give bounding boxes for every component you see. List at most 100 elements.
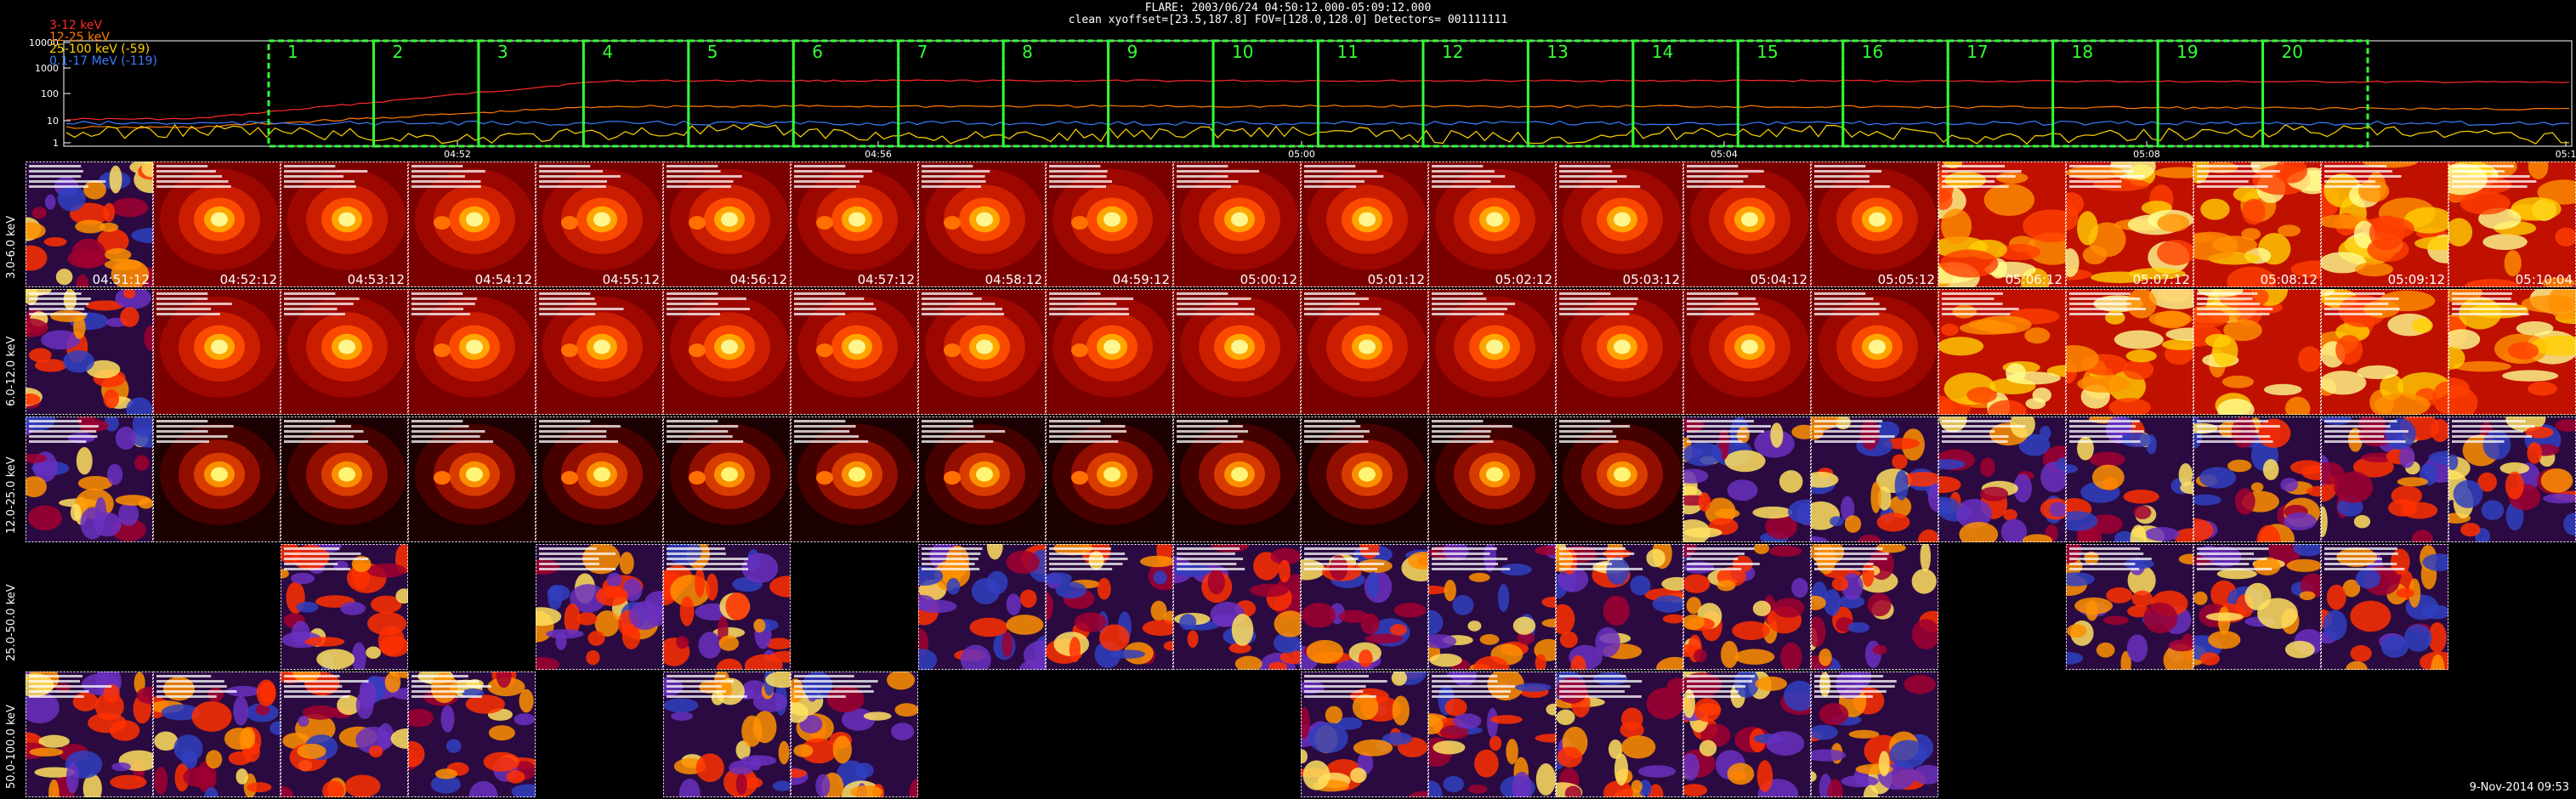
noise-blob <box>2049 502 2066 518</box>
cell-annotation <box>1304 313 1380 315</box>
cell-annotation <box>539 563 599 565</box>
noise-blob <box>2342 579 2361 598</box>
source-contour <box>593 212 610 227</box>
image-cell <box>663 289 791 415</box>
cell-annotation <box>1304 180 1365 183</box>
noise-blob <box>1392 695 1410 726</box>
cell-annotation <box>1304 308 1382 310</box>
noise-blob <box>1408 552 1428 570</box>
noise-blob <box>969 617 1008 638</box>
noise-blob <box>725 592 750 620</box>
diffuse-blob <box>2082 246 2108 265</box>
noise-blob <box>366 563 407 578</box>
noise-blob <box>290 572 315 585</box>
diffuse-blob <box>2077 375 2131 393</box>
noise-blob <box>1889 740 1927 768</box>
noise-blob <box>2089 513 2123 535</box>
noise-blob <box>1959 521 1999 542</box>
noise-blob <box>671 711 694 721</box>
cell-annotation <box>156 298 208 300</box>
cell-annotation <box>1687 185 1766 188</box>
image-cell <box>1811 416 1938 542</box>
cell-annotation <box>1049 435 1112 438</box>
noise-blob <box>945 545 970 578</box>
noise-blob <box>297 743 326 759</box>
image-cell <box>2193 544 2321 670</box>
image-cell: 04:59:12 <box>1046 162 1173 287</box>
noise-blob <box>196 761 217 793</box>
footer-date: 9-Nov-2014 09:53 <box>2469 781 2569 794</box>
diffuse-blob <box>2204 333 2232 348</box>
noise-blob <box>2106 587 2133 604</box>
cell-annotation <box>411 685 491 688</box>
noise-blob <box>26 691 60 724</box>
noise-blob <box>1489 735 1502 751</box>
cell-annotation <box>2324 552 2398 555</box>
noise-blob <box>894 703 918 717</box>
noise-blob <box>2227 459 2252 473</box>
source-contour <box>1869 212 1886 227</box>
noise-blob <box>1911 619 1938 650</box>
cell-annotation <box>1432 685 1516 688</box>
image-cell: 05:04:12 <box>1683 162 1811 287</box>
cell-annotation <box>2452 308 2527 310</box>
source-contour <box>976 212 993 227</box>
cell-annotation <box>1049 298 1134 300</box>
noise-blob <box>506 770 525 784</box>
diffuse-blob <box>2528 382 2557 396</box>
noise-blob <box>1279 650 1301 665</box>
image-cell: 05:01:12 <box>1301 162 1428 287</box>
cell-annotation <box>284 180 355 183</box>
noise-blob <box>1666 677 1683 694</box>
noise-blob <box>1428 585 1449 595</box>
cell-annotation <box>667 180 734 183</box>
diffuse-blob <box>2153 167 2193 178</box>
noise-blob <box>1500 564 1532 576</box>
noise-blob <box>1791 424 1811 439</box>
cell-annotation <box>1559 170 1613 173</box>
cell-annotation <box>1942 165 2006 167</box>
cell-annotation <box>2197 425 2280 428</box>
secondary-source <box>561 343 578 358</box>
cell-annotation <box>922 558 979 560</box>
diffuse-blob <box>2357 365 2399 380</box>
source-contour <box>1231 339 1248 354</box>
noise-blob <box>2540 468 2573 493</box>
noise-blob <box>103 389 120 409</box>
noise-blob <box>2525 426 2554 439</box>
noise-blob <box>2505 471 2524 500</box>
time-interval-box <box>1946 39 2055 148</box>
noise-blob <box>340 601 366 615</box>
diffuse-blob <box>2066 345 2099 372</box>
cell-annotation <box>156 170 216 173</box>
cell-annotation <box>794 690 874 693</box>
cell-annotation <box>1049 185 1107 188</box>
cell-annotation <box>2324 425 2391 428</box>
x-tick-label: 04:52 <box>444 149 471 160</box>
noise-blob <box>1938 459 1966 470</box>
noise-blob <box>1301 706 1310 740</box>
time-interval-box <box>1211 39 1320 148</box>
cell-annotation <box>539 298 595 300</box>
cell-annotation <box>667 568 749 570</box>
noise-blob <box>2428 621 2447 653</box>
time-interval-box <box>582 39 690 148</box>
noise-blob <box>1479 634 1500 645</box>
cell-annotation <box>2324 420 2397 422</box>
cell-annotation <box>667 675 726 677</box>
diffuse-blob <box>2077 211 2098 246</box>
cell-annotation <box>922 440 994 443</box>
time-interval-box <box>1841 39 1949 148</box>
noise-blob <box>2066 572 2095 586</box>
cell-annotation <box>1814 292 1866 295</box>
cell-annotation <box>2069 425 2136 428</box>
secondary-source <box>816 343 833 358</box>
noise-blob <box>2103 615 2130 626</box>
cell-annotation <box>1687 685 1746 688</box>
image-cell: 05:07:12 <box>2066 162 2193 287</box>
source-contour <box>976 339 993 354</box>
noise-blob <box>1734 649 1775 665</box>
cell-annotation <box>2197 440 2273 443</box>
noise-blob <box>2120 433 2154 448</box>
cell-annotation <box>794 175 864 178</box>
